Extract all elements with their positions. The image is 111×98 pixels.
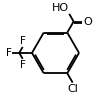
Text: HO: HO [52, 3, 69, 13]
Text: F: F [20, 60, 26, 70]
Text: F: F [6, 48, 12, 58]
Text: O: O [83, 17, 92, 27]
Text: F: F [20, 36, 26, 46]
Text: Cl: Cl [67, 84, 78, 94]
